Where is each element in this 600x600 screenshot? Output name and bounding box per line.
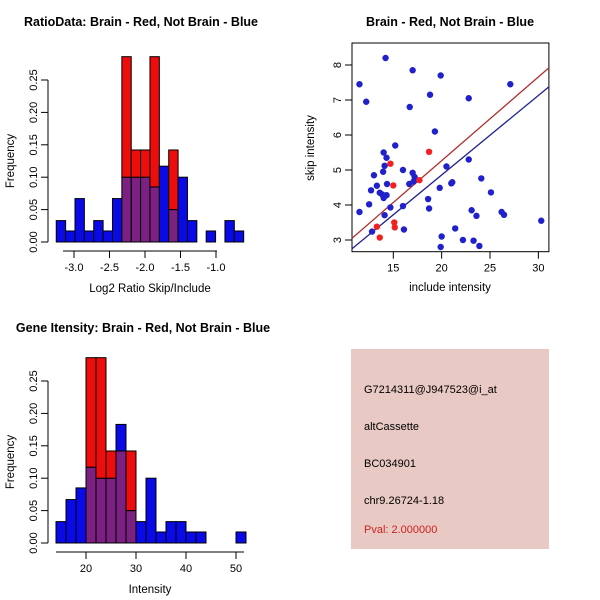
svg-text:Frequency: Frequency — [5, 134, 17, 189]
svg-text:3: 3 — [332, 237, 344, 243]
probe-id-text: G7214311@J947523@i_at — [364, 384, 497, 396]
svg-text:7: 7 — [332, 97, 344, 103]
svg-text:0.20: 0.20 — [28, 102, 40, 123]
svg-text:Log2 Ratio Skip/Include: Log2 Ratio Skip/Include — [89, 283, 210, 295]
svg-text:-2.0: -2.0 — [136, 262, 155, 274]
svg-text:0.10: 0.10 — [28, 467, 40, 488]
accession-text: BC034901 — [364, 458, 416, 470]
svg-text:50: 50 — [230, 563, 242, 575]
svg-text:0.00: 0.00 — [28, 532, 40, 553]
pval-text: Pval: 2.000000 — [364, 524, 438, 536]
svg-text:40: 40 — [180, 563, 192, 575]
svg-text:Gene Itensity: Brain - Red, No: Gene Itensity: Brain - Red, Not Brain - … — [16, 321, 270, 335]
event-type-text: altCassette — [364, 421, 420, 433]
gene-info-panel: G7214311@J947523@i_at altCassette BC0349… — [300, 300, 600, 600]
svg-text:4: 4 — [332, 202, 344, 208]
svg-text:30: 30 — [130, 563, 142, 575]
svg-text:-1.0: -1.0 — [207, 262, 226, 274]
svg-text:0.25: 0.25 — [28, 370, 40, 391]
svg-text:0.20: 0.20 — [28, 403, 40, 424]
svg-text:Intensity: Intensity — [129, 584, 172, 596]
svg-text:0.00: 0.00 — [28, 231, 40, 252]
svg-text:RatioData: Brain - Red, Not Br: RatioData: Brain - Red, Not Brain - Blue — [24, 15, 258, 29]
locus-text: chr9.26724-1.18 — [364, 495, 445, 507]
gene-histogram-panel: Gene Itensity: Brain - Red, Not Brain - … — [0, 300, 300, 600]
intensity-scatter-panel: Brain - Red, Not Brain - Blue include int… — [300, 0, 600, 300]
gene-info-box: G7214311@J947523@i_at altCassette BC0349… — [351, 349, 549, 549]
svg-text:20: 20 — [80, 563, 92, 575]
svg-text:-1.5: -1.5 — [171, 262, 190, 274]
svg-text:20: 20 — [436, 263, 448, 275]
svg-text:0.05: 0.05 — [28, 500, 40, 521]
svg-text:0.15: 0.15 — [28, 435, 40, 456]
ratio-histogram-chart: RatioData: Brain - Red, Not Brain - Blue… — [5, 15, 258, 295]
svg-text:5: 5 — [332, 167, 344, 173]
svg-text:Frequency: Frequency — [5, 435, 17, 490]
svg-text:0.25: 0.25 — [28, 69, 40, 90]
svg-text:-2.5: -2.5 — [100, 262, 119, 274]
svg-text:Brain - Red, Not Brain - Blue: Brain - Red, Not Brain - Blue — [366, 15, 534, 29]
svg-text:6: 6 — [332, 132, 344, 138]
svg-text:skip intensity: skip intensity — [305, 115, 317, 181]
svg-text:8: 8 — [332, 62, 344, 68]
svg-text:0.05: 0.05 — [28, 199, 40, 220]
gene-histogram-chart: Gene Itensity: Brain - Red, Not Brain - … — [5, 321, 270, 596]
svg-text:include intensity: include intensity — [409, 282, 491, 294]
intensity-scatter-chart: Brain - Red, Not Brain - Blue include int… — [305, 15, 550, 294]
svg-text:25: 25 — [484, 263, 496, 275]
svg-text:30: 30 — [532, 263, 544, 275]
svg-text:0.10: 0.10 — [28, 166, 40, 187]
svg-text:-3.0: -3.0 — [65, 262, 84, 274]
svg-text:0.15: 0.15 — [28, 134, 40, 155]
ratio-histogram-panel: RatioData: Brain - Red, Not Brain - Blue… — [0, 0, 300, 300]
svg-text:15: 15 — [387, 263, 399, 275]
